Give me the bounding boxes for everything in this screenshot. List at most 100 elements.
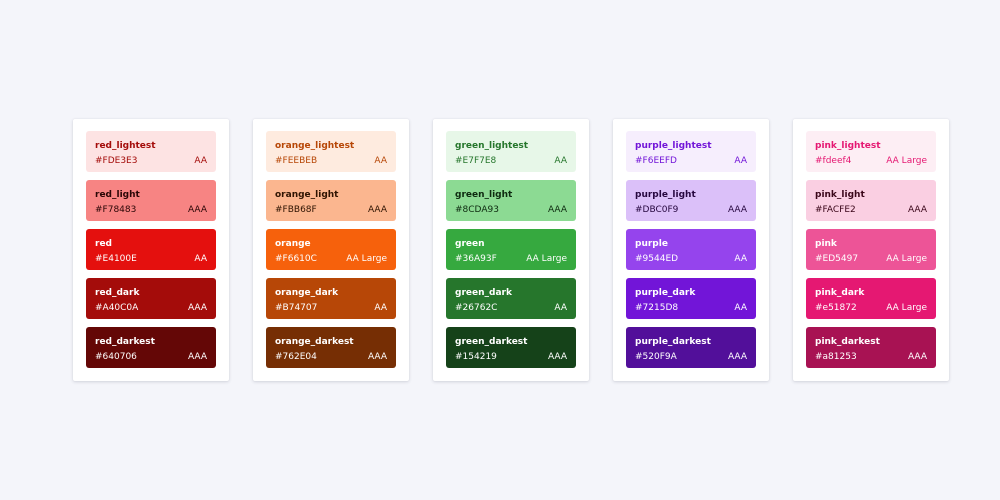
swatch-orange[interactable]: orange #F6610C AA Large <box>266 229 396 270</box>
swatch-hex: #E4100E <box>95 254 137 264</box>
contrast-rating: AAA <box>548 205 567 215</box>
swatch-hex: #640706 <box>95 352 137 362</box>
contrast-rating: AA <box>734 303 747 313</box>
swatch-name: green_lightest <box>455 141 529 151</box>
swatch-red-dark[interactable]: red_dark #A40C0A AAA <box>86 278 216 319</box>
swatch-details: #E7F7E8 AA <box>455 155 567 167</box>
swatch-name: pink_light <box>815 190 865 200</box>
swatch-hex: #9544ED <box>635 254 679 264</box>
swatch-purple[interactable]: purple #9544ED AA <box>626 229 756 270</box>
swatch-details: #FBB68F AAA <box>275 204 387 216</box>
swatch-hex: #F6EEFD <box>635 156 677 166</box>
swatch-name: purple <box>635 239 668 249</box>
swatch-pink-darkest[interactable]: pink_darkest #a81253 AAA <box>806 327 936 368</box>
swatch-hex: #FDE3E3 <box>95 156 138 166</box>
swatch-pink-lightest[interactable]: pink_lightest #fdeef4 AA Large <box>806 131 936 172</box>
swatch-orange-dark[interactable]: orange_dark #B74707 AA <box>266 278 396 319</box>
swatch-hex: #26762C <box>455 303 498 313</box>
palette-card-orange: orange_lightest #FEEBEB AA orange_light … <box>253 119 409 381</box>
contrast-rating: AA <box>374 156 387 166</box>
swatch-name: pink_darkest <box>815 337 880 347</box>
contrast-rating: AAA <box>368 352 387 362</box>
contrast-rating: AAA <box>188 352 207 362</box>
swatch-hex: #762E04 <box>275 352 317 362</box>
swatch-pink-light[interactable]: pink_light #FACFE2 AAA <box>806 180 936 221</box>
swatch-details: #e51872 AA Large <box>815 302 927 314</box>
contrast-rating: AAA <box>908 352 927 362</box>
swatch-name: purple_darkest <box>635 337 711 347</box>
swatch-hex: #B74707 <box>275 303 318 313</box>
swatch-orange-lightest[interactable]: orange_lightest #FEEBEB AA <box>266 131 396 172</box>
swatch-hex: #e51872 <box>815 303 857 313</box>
swatch-orange-light[interactable]: orange_light #FBB68F AAA <box>266 180 396 221</box>
swatch-name: green_light <box>455 190 513 200</box>
swatch-orange-darkest[interactable]: orange_darkest #762E04 AAA <box>266 327 396 368</box>
swatch-purple-light[interactable]: purple_light #DBC0F9 AAA <box>626 180 756 221</box>
contrast-rating: AA <box>194 156 207 166</box>
swatch-name: green_dark <box>455 288 512 298</box>
swatch-details: #FACFE2 AAA <box>815 204 927 216</box>
swatch-hex: #36A93F <box>455 254 497 264</box>
palette-card-purple: purple_lightest #F6EEFD AA purple_light … <box>613 119 769 381</box>
swatch-details: #DBC0F9 AAA <box>635 204 747 216</box>
contrast-rating: AA <box>734 156 747 166</box>
swatch-name: pink <box>815 239 837 249</box>
swatch-pink[interactable]: pink #ED5497 AA Large <box>806 229 936 270</box>
contrast-rating: AAA <box>908 205 927 215</box>
swatch-hex: #FEEBEB <box>275 156 318 166</box>
swatch-green-light[interactable]: green_light #8CDA93 AAA <box>446 180 576 221</box>
swatch-purple-lightest[interactable]: purple_lightest #F6EEFD AA <box>626 131 756 172</box>
swatch-name: purple_lightest <box>635 141 712 151</box>
swatch-details: #26762C AA <box>455 302 567 314</box>
swatch-name: orange_lightest <box>275 141 355 151</box>
swatch-hex: #7215D8 <box>635 303 679 313</box>
swatch-details: #FEEBEB AA <box>275 155 387 167</box>
contrast-rating: AA <box>554 303 567 313</box>
palette-card-pink: pink_lightest #fdeef4 AA Large pink_ligh… <box>793 119 949 381</box>
swatch-hex: #E7F7E8 <box>455 156 497 166</box>
swatch-name: orange <box>275 239 311 249</box>
swatch-name: green_darkest <box>455 337 528 347</box>
swatch-hex: #A40C0A <box>95 303 139 313</box>
swatch-red-darkest[interactable]: red_darkest #640706 AAA <box>86 327 216 368</box>
swatch-purple-darkest[interactable]: purple_darkest #520F9A AAA <box>626 327 756 368</box>
swatch-name: red <box>95 239 112 249</box>
swatch-name: red_darkest <box>95 337 155 347</box>
swatch-name: red_lightest <box>95 141 156 151</box>
swatch-details: #ED5497 AA Large <box>815 253 927 265</box>
swatch-hex: #520F9A <box>635 352 677 362</box>
contrast-rating: AA <box>734 254 747 264</box>
swatch-green-darkest[interactable]: green_darkest #154219 AAA <box>446 327 576 368</box>
swatch-name: orange_light <box>275 190 339 200</box>
swatch-details: #B74707 AA <box>275 302 387 314</box>
contrast-rating: AAA <box>728 205 747 215</box>
swatch-details: #640706 AAA <box>95 351 207 363</box>
swatch-details: #F6EEFD AA <box>635 155 747 167</box>
swatch-details: #7215D8 AA <box>635 302 747 314</box>
swatch-pink-dark[interactable]: pink_dark #e51872 AA Large <box>806 278 936 319</box>
contrast-rating: AA <box>554 156 567 166</box>
contrast-rating: AA Large <box>886 156 927 166</box>
swatch-details: #a81253 AAA <box>815 351 927 363</box>
swatch-name: purple_dark <box>635 288 696 298</box>
palette-card-red: red_lightest #FDE3E3 AA red_light #F7848… <box>73 119 229 381</box>
swatch-details: #9544ED AA <box>635 253 747 265</box>
swatch-hex: #fdeef4 <box>815 156 852 166</box>
swatch-green-lightest[interactable]: green_lightest #E7F7E8 AA <box>446 131 576 172</box>
swatch-red[interactable]: red #E4100E AA <box>86 229 216 270</box>
swatch-details: #E4100E AA <box>95 253 207 265</box>
contrast-rating: AA Large <box>886 254 927 264</box>
swatch-hex: #F78483 <box>95 205 137 215</box>
swatch-red-lightest[interactable]: red_lightest #FDE3E3 AA <box>86 131 216 172</box>
swatch-purple-dark[interactable]: purple_dark #7215D8 AA <box>626 278 756 319</box>
swatch-green-dark[interactable]: green_dark #26762C AA <box>446 278 576 319</box>
swatch-hex: #ED5497 <box>815 254 859 264</box>
swatch-details: #762E04 AAA <box>275 351 387 363</box>
swatch-green[interactable]: green #36A93F AA Large <box>446 229 576 270</box>
contrast-rating: AA <box>374 303 387 313</box>
swatch-red-light[interactable]: red_light #F78483 AAA <box>86 180 216 221</box>
swatch-details: #fdeef4 AA Large <box>815 155 927 167</box>
swatch-hex: #154219 <box>455 352 497 362</box>
contrast-rating: AA Large <box>526 254 567 264</box>
